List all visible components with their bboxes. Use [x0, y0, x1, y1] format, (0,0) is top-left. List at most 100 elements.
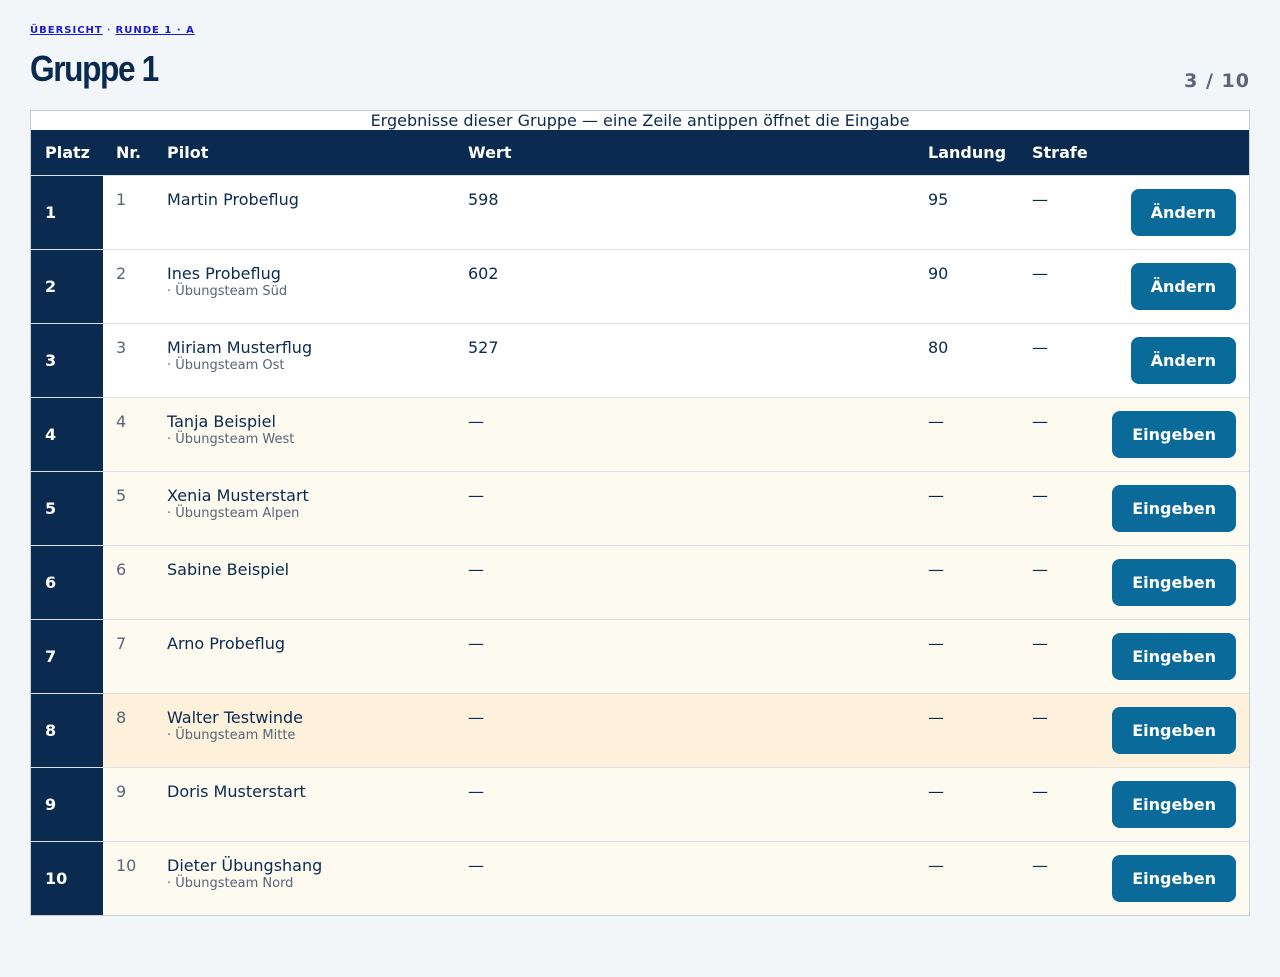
penalty: — — [1032, 338, 1048, 357]
table-row[interactable]: 9 9 Doris Musterstart — — — Eingeben — [31, 767, 1249, 841]
page-title: Gruppe 1 — [30, 48, 159, 89]
pilot-cell: Arno Probeflug — [154, 620, 455, 693]
results-table: Ergebnisse dieser Gruppe — eine Zeile an… — [30, 110, 1250, 916]
action-cell: Eingeben — [1091, 768, 1249, 841]
table-row[interactable]: 5 5 Xenia Musterstart · Übungsteam Alpen — — —… — [31, 471, 1249, 545]
score: 598 — [468, 190, 499, 209]
action-button[interactable]: Ändern — [1130, 189, 1236, 236]
score: — — [468, 782, 484, 801]
pilot-name: Tanja Beispiel — [167, 412, 276, 431]
landing: — — [928, 634, 944, 653]
place: 6 — [31, 546, 103, 619]
penalty: — — [1032, 560, 1048, 579]
table-row[interactable]: 3 3 Miriam Musterflug · Übungsteam Ost 527 80… — [31, 323, 1249, 397]
action-cell: Eingeben — [1091, 398, 1249, 471]
action-button[interactable]: Eingeben — [1112, 559, 1236, 606]
place: 2 — [31, 250, 103, 323]
table-row[interactable]: 8 8 Walter Testwinde · Übungsteam Mitte — — — E… — [31, 693, 1249, 767]
score: — — [468, 634, 484, 653]
table-row[interactable]: 2 2 Ines Probeflug · Übungsteam Süd 602 90 — Än… — [31, 249, 1249, 323]
score: — — [468, 486, 484, 505]
column-header: Strafe — [1032, 143, 1088, 162]
team-name: · Übungsteam Ost — [167, 358, 285, 373]
table-row[interactable]: 1 1 Martin Probeflug 598 95 — Ändern — [31, 175, 1249, 249]
action-cell: Eingeben — [1091, 694, 1249, 767]
pilot-cell: Dieter Übungshang · Übungsteam Nord — [154, 842, 455, 915]
pilot-cell: Ines Probeflug · Übungsteam Süd — [154, 250, 455, 323]
action-cell: Ändern — [1091, 250, 1249, 323]
score: — — [468, 412, 484, 431]
pilot-name: Walter Testwinde — [167, 708, 304, 727]
place: 9 — [31, 768, 103, 841]
action-button[interactable]: Eingeben — [1112, 485, 1236, 532]
breadcrumb-link[interactable]: RUNDE 1 · A — [115, 25, 195, 36]
action-button[interactable]: Eingeben — [1112, 411, 1236, 458]
penalty: — — [1032, 634, 1048, 653]
pilot-name: Martin Probeflug — [167, 190, 299, 209]
action-cell: Eingeben — [1091, 472, 1249, 545]
start-number: 8 — [116, 708, 127, 727]
landing: — — [928, 708, 944, 727]
pilot-cell: Martin Probeflug — [154, 176, 455, 249]
start-number: 7 — [116, 634, 127, 653]
start-number: 3 — [116, 338, 127, 357]
penalty: — — [1032, 856, 1048, 875]
start-number: 6 — [116, 560, 127, 579]
score: 527 — [468, 338, 499, 357]
action-button[interactable]: Eingeben — [1112, 633, 1236, 680]
breadcrumb-link[interactable]: ÜBERSICHT — [30, 25, 103, 36]
team-name: · Übungsteam Alpen — [167, 506, 300, 521]
landing: — — [928, 486, 944, 505]
breadcrumb-separator: · — [106, 25, 112, 36]
table-row[interactable]: 7 7 Arno Probeflug — — — Eingeben — [31, 619, 1249, 693]
table-body: 1 1 Martin Probeflug 598 95— Ändern 2 2 Ines Pro… — [31, 175, 1249, 915]
start-number: 1 — [116, 190, 127, 209]
action-button[interactable]: Ändern — [1130, 337, 1236, 384]
progress: 3 / 10 — [1184, 70, 1250, 92]
pilot-cell: Miriam Musterflug · Übungsteam Ost — [154, 324, 455, 397]
start-number: 4 — [116, 412, 127, 431]
penalty: — — [1032, 412, 1048, 431]
table-row[interactable]: 6 6 Sabine Beispiel — — — Eingeben — [31, 545, 1249, 619]
action-button[interactable]: Eingeben — [1112, 707, 1236, 754]
place: 4 — [31, 398, 103, 471]
column-header: Wert — [468, 143, 512, 162]
pilot-name: Arno Probeflug — [167, 634, 286, 653]
action-cell: Ändern — [1091, 324, 1249, 397]
score: — — [468, 708, 484, 727]
action-button[interactable]: Ändern — [1130, 263, 1236, 310]
penalty: — — [1032, 782, 1048, 801]
team-name: · Übungsteam Süd — [167, 284, 288, 299]
action-button[interactable]: Eingeben — [1112, 855, 1236, 902]
pilot-cell: Sabine Beispiel — [154, 546, 455, 619]
landing: — — [928, 782, 944, 801]
table-caption: Ergebnisse dieser Gruppe — eine Zeile an… — [370, 111, 910, 130]
landing: 90 — [928, 264, 949, 283]
landing: 80 — [928, 338, 949, 357]
action-button[interactable]: Eingeben — [1112, 781, 1236, 828]
pilot-cell: Tanja Beispiel · Übungsteam West — [154, 398, 455, 471]
pilot-cell: Walter Testwinde · Übungsteam Mitte — [154, 694, 455, 767]
landing: — — [928, 560, 944, 579]
place: 1 — [31, 176, 103, 249]
place: 8 — [31, 694, 103, 767]
action-cell: Ändern — [1091, 176, 1249, 249]
column-header: Pilot — [167, 143, 209, 162]
breadcrumb: ÜBERSICHT · RUNDE 1 · A — [30, 25, 195, 36]
pilot-name: Ines Probeflug — [167, 264, 281, 283]
column-header — [1091, 130, 1249, 175]
pilot-name: Xenia Musterstart — [167, 486, 309, 505]
score: — — [468, 560, 484, 579]
pilot-name: Sabine Beispiel — [167, 560, 290, 579]
place: 7 — [31, 620, 103, 693]
action-cell: Eingeben — [1091, 842, 1249, 915]
column-header: Landung — [928, 143, 1007, 162]
penalty: — — [1032, 190, 1048, 209]
table-header: Platz Nr. Pilot Wert Landung Strafe — [31, 130, 1249, 175]
column-header: Nr. — [116, 143, 142, 162]
penalty: — — [1032, 264, 1048, 283]
table-row[interactable]: 10 10 Dieter Übungshang · Übungsteam Nord — —… — [31, 841, 1249, 915]
pilot-cell: Xenia Musterstart · Übungsteam Alpen — [154, 472, 455, 545]
table-row[interactable]: 4 4 Tanja Beispiel · Übungsteam West — — — Eing… — [31, 397, 1249, 471]
